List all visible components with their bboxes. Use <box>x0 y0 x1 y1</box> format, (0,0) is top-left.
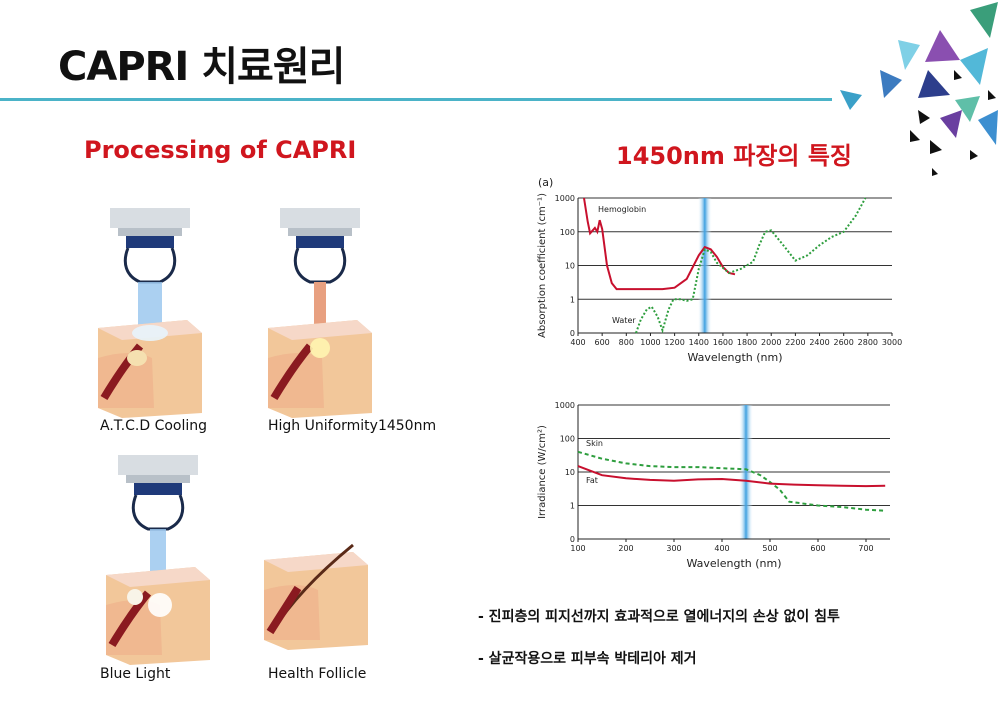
y-tick-label: 1 <box>570 295 575 304</box>
highlight-band <box>739 405 753 539</box>
x-tick-label: 200 <box>618 544 633 553</box>
title-underline <box>0 98 832 101</box>
x-tick-label: 100 <box>570 544 585 553</box>
laser-1450nm-illustration <box>268 208 372 418</box>
bullet-2: - 살균작용으로 피부속 박테리아 제거 <box>478 651 697 667</box>
series-label-fat: Fat <box>586 476 598 485</box>
blue-light-illustration <box>106 455 210 665</box>
x-tick-label: 800 <box>619 338 634 347</box>
x-tick-label: 1200 <box>664 338 684 347</box>
series-line-fat <box>577 465 886 488</box>
x-axis-label: Wavelength (nm) <box>686 557 781 570</box>
panel-label: (a) <box>538 176 553 189</box>
x-tick-label: 1800 <box>737 338 757 347</box>
y-tick-label: 1 <box>570 502 575 511</box>
y-tick-label: 10 <box>565 468 575 477</box>
x-tick-label: 600 <box>810 544 825 553</box>
page-title: CAPRI 치료원리 <box>58 44 345 90</box>
y-tick-label: 100 <box>560 228 575 237</box>
y-tick-label: 1000 <box>555 194 575 203</box>
x-tick-label: 2600 <box>834 338 854 347</box>
y-tick-label: 10 <box>565 262 575 271</box>
x-tick-label: 2400 <box>809 338 829 347</box>
step-label-cooling: A.T.C.D Cooling <box>100 418 208 434</box>
series-label-water: Water <box>612 316 636 325</box>
step-label-1450nm: High Uniformity1450nm <box>268 418 437 434</box>
x-axis-label: Wavelength (nm) <box>687 351 782 364</box>
series-label-skin: Skin <box>586 439 603 448</box>
y-tick-label: 0 <box>570 535 575 544</box>
x-tick-label: 400 <box>570 338 585 347</box>
x-tick-label: 2800 <box>858 338 878 347</box>
x-tick-label: 600 <box>595 338 610 347</box>
y-tick-label: 1000 <box>555 401 575 410</box>
x-tick-label: 2200 <box>785 338 805 347</box>
y-tick-label: 0 <box>570 329 575 338</box>
y-axis-label: Irradiance (W/cm²) <box>537 425 548 519</box>
absorption-coefficient-chart: 0 1 10 100 1000 400 600 800 1000 1200 1400 1600 1800… <box>537 176 902 364</box>
decorative-triangles <box>840 2 998 176</box>
cooling-illustration <box>98 208 202 418</box>
step-label-health-follicle: Health Follicle <box>268 666 367 682</box>
series-line-hemoglobin <box>583 197 736 291</box>
left-heading: Processing of CAPRI <box>84 136 357 164</box>
irradiance-chart: 01101001000100200300400500600700SkinFat(… <box>537 401 890 570</box>
x-tick-label: 2000 <box>761 338 781 347</box>
series-label-hemoglobin: Hemoglobin <box>598 205 646 214</box>
series-line-water <box>635 197 867 334</box>
series-line-skin <box>577 450 886 512</box>
x-tick-label: 1000 <box>640 338 660 347</box>
x-tick-label: 1600 <box>713 338 733 347</box>
x-tick-label: 700 <box>858 544 873 553</box>
x-tick-label: 1400 <box>689 338 709 347</box>
step-label-blue-light: Blue Light <box>100 666 171 682</box>
x-tick-label: 400 <box>714 544 729 553</box>
x-tick-label: 3000 <box>882 338 902 347</box>
right-heading: 1450nm 파장의 특징 <box>616 142 853 170</box>
y-axis-label: Absorption coefficient (cm⁻¹) <box>537 193 548 338</box>
x-tick-label: 300 <box>666 544 681 553</box>
bullet-1: - 진피층의 피지선까지 효과적으로 열에너지의 손상 없이 침투 <box>478 609 840 625</box>
y-tick-label: 100 <box>560 435 575 444</box>
x-tick-label: 500 <box>762 544 777 553</box>
highlight-band <box>697 198 712 333</box>
healthy-follicle-illustration <box>264 543 368 650</box>
